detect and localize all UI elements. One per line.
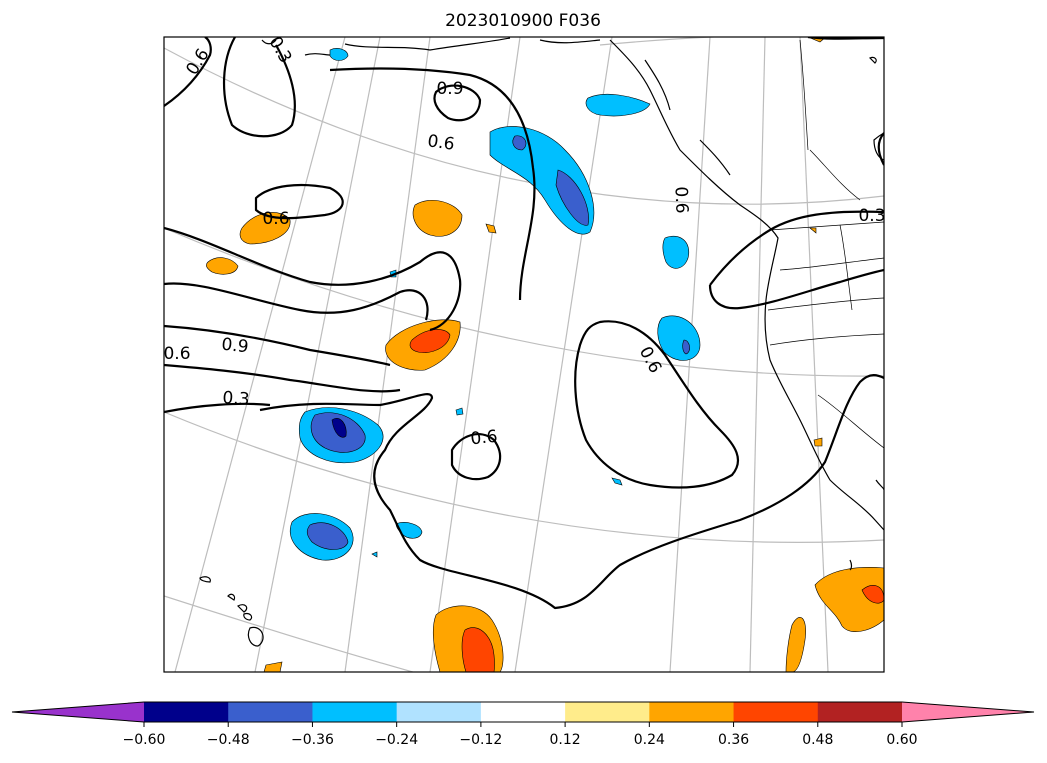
- colorbar-bin: [649, 702, 735, 722]
- colorbar-bin: [817, 702, 903, 722]
- colorbar-tick-label: −0.12: [459, 732, 502, 748]
- anomaly-patch: [813, 437, 823, 447]
- anomaly-patch: [239, 212, 291, 245]
- contour-label: 0.9: [221, 335, 250, 358]
- map-panel: 0.6 0.3 0.9 0.6 0.6 0.6 0.3 0.9 0.6 0.3 …: [163, 36, 885, 673]
- colorbar-tick-label: 0.36: [718, 732, 749, 748]
- colorbar-bin: [312, 702, 398, 722]
- anomaly-patch: [814, 567, 884, 632]
- contour-lines: [164, 37, 884, 610]
- colorbar-tick-label: 0.48: [802, 732, 833, 748]
- anomaly-patch: [206, 257, 239, 275]
- anomaly-patch: [371, 551, 378, 558]
- negative-anomaly-fills: [290, 48, 701, 561]
- positive-anomaly-fills: [206, 37, 884, 672]
- colorbar-extend-min: [12, 702, 144, 722]
- anomaly-patch: [412, 200, 463, 237]
- map-title: 2023010900 F036: [445, 11, 601, 31]
- contour-label: 0.9: [436, 79, 463, 99]
- contour-label: 0.6: [426, 131, 456, 155]
- colorbar-tick-label: 0.60: [886, 732, 917, 748]
- anomaly-patch: [682, 339, 690, 355]
- colorbar-tick-label: −0.24: [375, 732, 418, 748]
- colorbar-bin: [565, 702, 650, 722]
- anomaly-patch: [861, 585, 884, 604]
- colorbar-tick-label: −0.36: [291, 732, 334, 748]
- anomaly-patch: [662, 236, 690, 269]
- colorbar: −0.60 −0.48 −0.36 −0.24 −0.12 0.12 0.24 0.36 0.4…: [11, 701, 1035, 748]
- contour-label: 0.6: [470, 427, 499, 450]
- colorbar-bin: [733, 702, 819, 722]
- colorbar-bin: [228, 702, 313, 722]
- colorbar-bin: [396, 702, 482, 722]
- political-borders: [767, 39, 884, 449]
- anomaly-patch: [331, 418, 347, 438]
- contour-label: 0.6: [163, 344, 190, 364]
- contour-label: 0.6: [262, 209, 289, 229]
- anomaly-patch: [585, 93, 651, 117]
- anomaly-patch: [809, 227, 817, 234]
- anomaly-patch: [512, 135, 527, 151]
- colorbar-tick-label: −0.48: [207, 732, 250, 748]
- anomaly-patch: [263, 661, 283, 672]
- colorbar-extend-max: [902, 702, 1034, 722]
- anomaly-patch: [306, 522, 349, 550]
- contour-label: 0.3: [858, 206, 885, 226]
- anomaly-patch: [555, 169, 589, 226]
- anomaly-patch: [611, 477, 623, 486]
- colorbar-bin: [144, 702, 229, 722]
- anomaly-patch: [329, 48, 349, 61]
- colorbar-tick-label: 0.12: [550, 732, 581, 748]
- coastlines: [199, 37, 884, 647]
- contour-label: 0.6: [671, 186, 692, 214]
- anomaly-patch: [785, 617, 806, 672]
- graticule-parallels: [164, 37, 884, 672]
- contour-label: 0.3: [222, 388, 250, 410]
- anomaly-patch: [461, 627, 495, 672]
- colorbar-bin: [480, 702, 566, 722]
- map-frame: [163, 36, 885, 673]
- anomaly-patch: [455, 407, 464, 416]
- colorbar-tick-label: −0.60: [123, 732, 166, 748]
- anomaly-patch: [485, 223, 497, 234]
- colorbar-tick-label: 0.24: [634, 732, 665, 748]
